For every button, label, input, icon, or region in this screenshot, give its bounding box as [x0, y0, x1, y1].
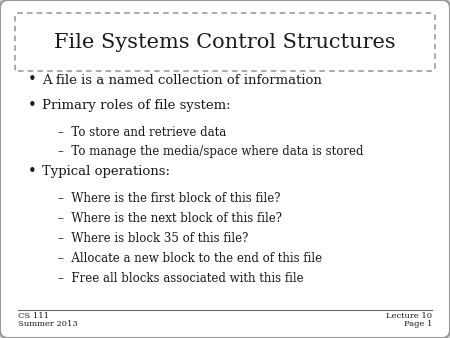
- Text: –  Free all blocks associated with this file: – Free all blocks associated with this f…: [58, 271, 304, 285]
- Text: –  Where is the first block of this file?: – Where is the first block of this file?: [58, 192, 280, 204]
- Text: Typical operations:: Typical operations:: [42, 166, 170, 178]
- FancyBboxPatch shape: [15, 13, 435, 71]
- Text: Lecture 10: Lecture 10: [386, 312, 432, 320]
- Text: –  To store and retrieve data: – To store and retrieve data: [58, 125, 226, 139]
- Text: •: •: [28, 72, 37, 88]
- Text: Summer 2013: Summer 2013: [18, 320, 78, 328]
- Text: File Systems Control Structures: File Systems Control Structures: [54, 32, 396, 51]
- Text: Primary roles of file system:: Primary roles of file system:: [42, 99, 230, 113]
- Text: –  Allocate a new block to the end of this file: – Allocate a new block to the end of thi…: [58, 251, 322, 265]
- Text: •: •: [28, 165, 37, 179]
- Text: –  To manage the media/space where data is stored: – To manage the media/space where data i…: [58, 145, 364, 159]
- Text: –  Where is block 35 of this file?: – Where is block 35 of this file?: [58, 232, 248, 244]
- Text: CS 111: CS 111: [18, 312, 49, 320]
- Text: Page 1: Page 1: [404, 320, 432, 328]
- Text: •: •: [28, 98, 37, 114]
- Text: –  Where is the next block of this file?: – Where is the next block of this file?: [58, 212, 282, 224]
- Text: A file is a named collection of information: A file is a named collection of informat…: [42, 73, 322, 87]
